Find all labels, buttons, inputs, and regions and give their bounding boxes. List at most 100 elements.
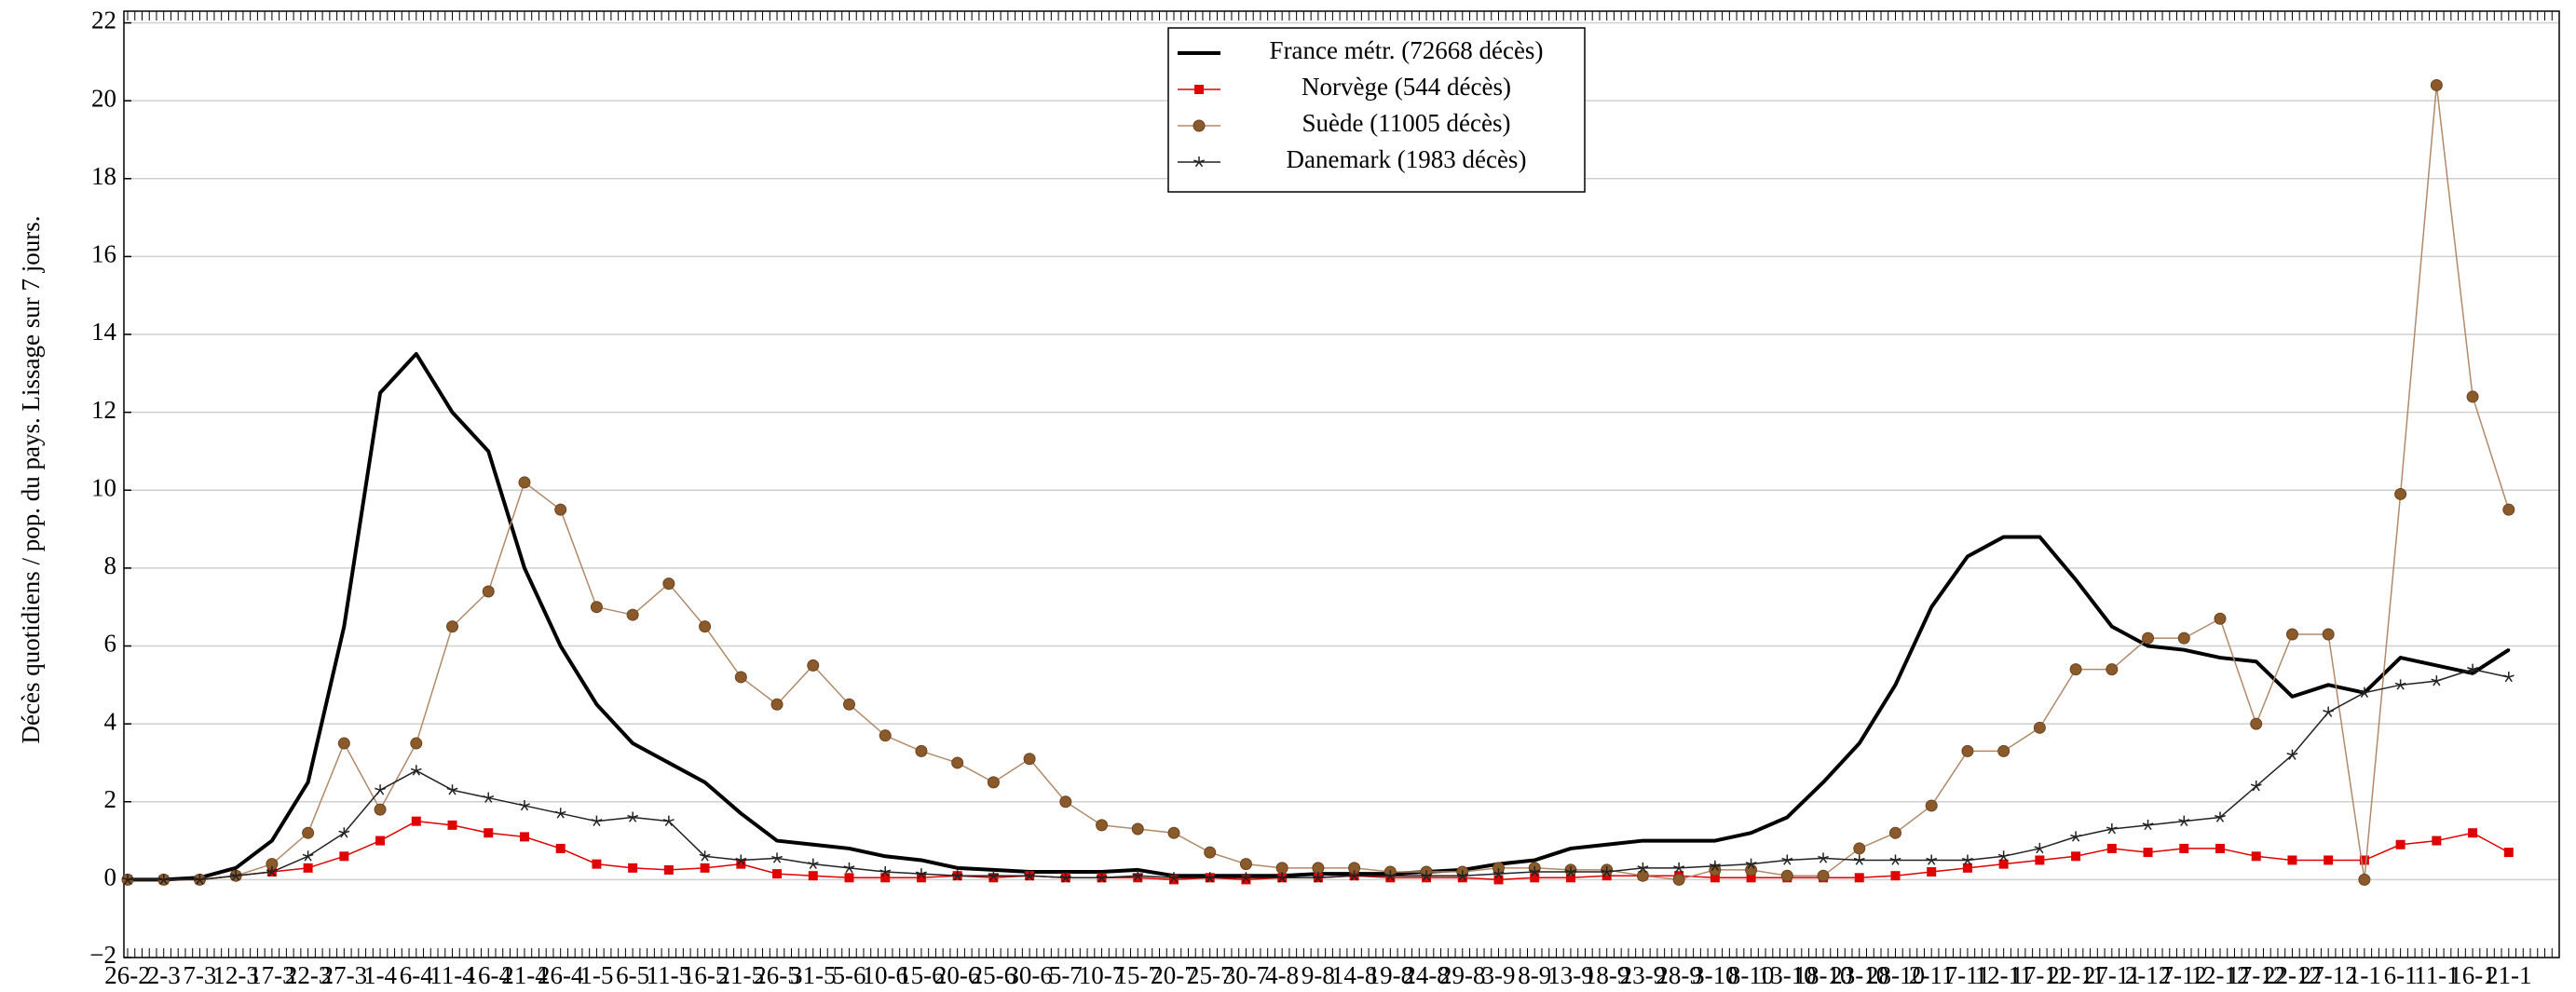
- y-tick-label: 14: [91, 318, 117, 346]
- marker: [2143, 848, 2153, 858]
- marker: [626, 608, 639, 621]
- marker: [592, 859, 602, 869]
- marker: [807, 858, 819, 869]
- legend-label: Danemark (1983 décès): [1287, 145, 1527, 173]
- marker: [987, 776, 1000, 789]
- point: [1893, 683, 1897, 686]
- x-tick-label: 16-4: [465, 961, 511, 989]
- point: [775, 839, 779, 843]
- marker: [2430, 78, 2443, 91]
- marker: [2466, 390, 2479, 403]
- marker: [1636, 869, 1649, 882]
- marker: [554, 808, 566, 819]
- x-tick-label: 3-10: [1692, 961, 1738, 989]
- marker: [1961, 744, 1974, 757]
- x-tick-label: 1-1: [2348, 961, 2381, 989]
- point: [703, 781, 707, 784]
- point: [378, 391, 382, 395]
- marker: [1854, 873, 1864, 883]
- marker: [2287, 855, 2297, 865]
- marker: [772, 869, 783, 879]
- marker: [2286, 749, 2298, 760]
- point: [594, 702, 598, 706]
- y-tick-label: 12: [91, 396, 116, 424]
- point: [631, 741, 634, 745]
- marker: [1637, 862, 1649, 874]
- marker: [734, 671, 747, 684]
- marker: [1133, 873, 1143, 883]
- marker: [303, 863, 313, 873]
- marker: [302, 826, 315, 839]
- marker: [736, 859, 746, 869]
- point: [739, 811, 743, 815]
- marker: [1745, 858, 1757, 869]
- marker: [1529, 866, 1541, 877]
- point: [1713, 839, 1717, 843]
- marker: [770, 698, 784, 711]
- x-tick-label: 30-6: [1006, 961, 1053, 989]
- marker: [2215, 811, 2226, 822]
- point: [415, 352, 418, 356]
- marker: [1927, 867, 1937, 877]
- legend-box: [1167, 27, 1586, 193]
- marker: [2215, 843, 2225, 853]
- point: [559, 645, 563, 648]
- marker: [2432, 836, 2442, 846]
- marker: [628, 863, 638, 873]
- point: [883, 854, 887, 858]
- x-tick-label: 12-3: [212, 961, 259, 989]
- marker: [1193, 156, 1205, 168]
- point: [2471, 672, 2474, 675]
- marker: [1925, 799, 1938, 812]
- marker: [880, 873, 891, 883]
- marker: [591, 815, 603, 826]
- x-tick-label: 13-9: [1547, 961, 1594, 989]
- x-tick-label: 5-7: [1049, 961, 1083, 989]
- marker: [2178, 815, 2190, 826]
- x-tick-label: 12-11: [1975, 961, 2033, 989]
- marker: [1276, 872, 1288, 883]
- marker: [484, 828, 494, 838]
- marker: [1710, 873, 1720, 883]
- marker: [590, 601, 603, 614]
- point: [2399, 656, 2403, 659]
- marker: [843, 862, 855, 874]
- marker: [1312, 862, 1325, 875]
- x-tick-label: 25-6: [971, 961, 1017, 989]
- x-tick-label: 9-8: [1302, 961, 1335, 989]
- marker: [337, 737, 350, 750]
- marker: [447, 820, 457, 830]
- point: [847, 847, 851, 850]
- marker: [1168, 875, 1179, 885]
- x-tick-label: 24-8: [1403, 961, 1450, 989]
- marker: [2179, 843, 2189, 853]
- x-tick-label: 21-5: [718, 961, 765, 989]
- marker: [735, 854, 747, 865]
- point: [1641, 839, 1644, 843]
- marker: [2142, 632, 2155, 645]
- plot-frame: [123, 10, 2560, 958]
- marker: [554, 503, 567, 516]
- marker: [266, 866, 278, 877]
- marker: [1817, 869, 1830, 882]
- marker: [446, 620, 459, 633]
- marker: [771, 852, 783, 863]
- x-tick-label: 10-6: [862, 961, 908, 989]
- marker: [1059, 795, 1072, 809]
- marker: [1059, 872, 1071, 883]
- marker: [482, 585, 495, 598]
- point: [451, 411, 455, 414]
- marker: [879, 866, 892, 877]
- marker: [1997, 744, 2010, 757]
- marker: [2035, 855, 2045, 865]
- point: [1750, 831, 1753, 835]
- y-tick-label: 18: [91, 162, 116, 190]
- marker: [1194, 85, 1204, 94]
- y-tick-label: 20: [91, 84, 116, 112]
- marker: [1167, 826, 1180, 839]
- y-tick-label: 22: [91, 7, 116, 34]
- x-tick-label: 10-7: [1079, 961, 1125, 989]
- marker: [807, 659, 820, 672]
- x-tick-label: 15-6: [898, 961, 945, 989]
- marker: [1456, 870, 1468, 881]
